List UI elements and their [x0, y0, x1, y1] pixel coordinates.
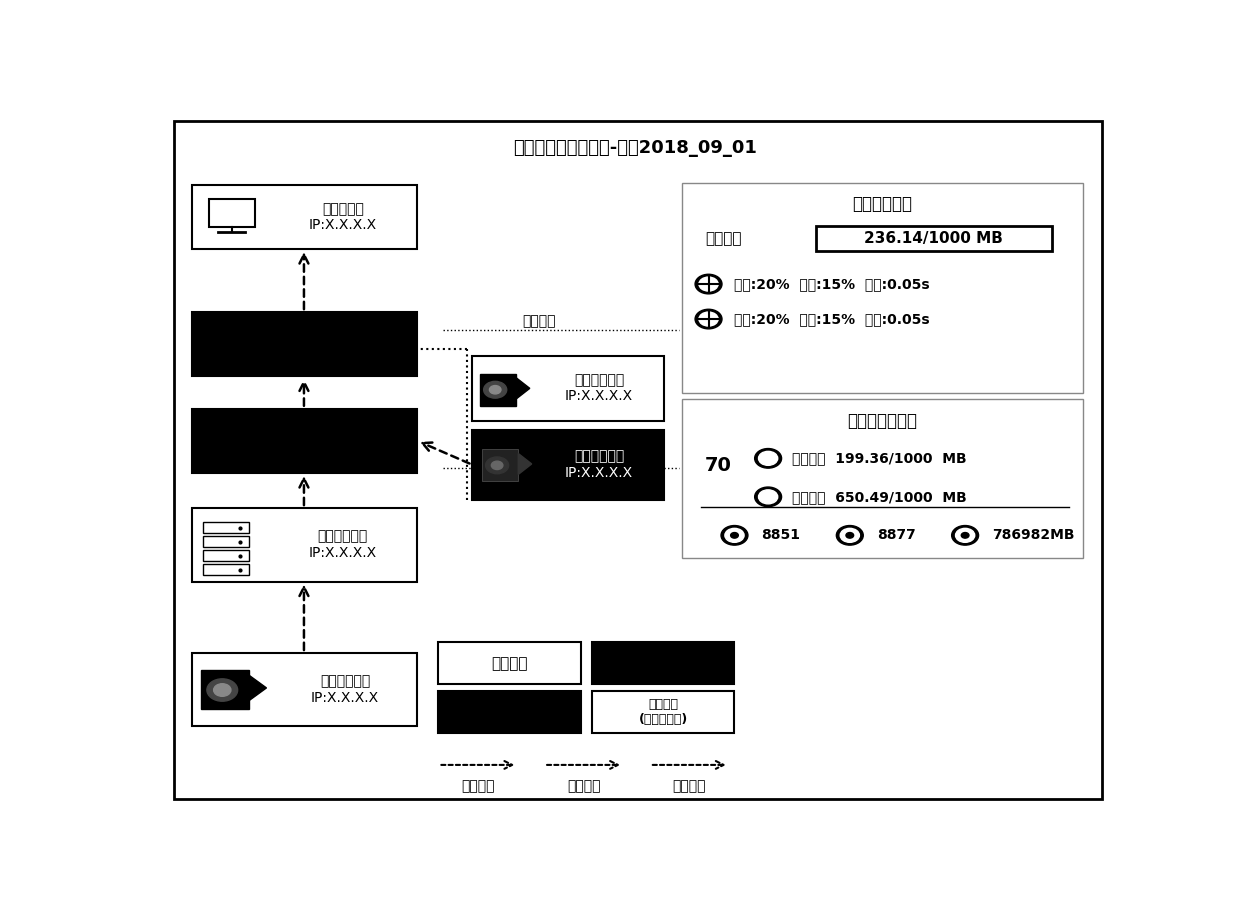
Text: 业务监测与诊断视图-监控2018_09_01: 业务监测与诊断视图-监控2018_09_01 [513, 138, 758, 156]
FancyBboxPatch shape [203, 536, 249, 546]
Circle shape [720, 525, 748, 545]
Circle shape [961, 533, 968, 538]
Circle shape [730, 533, 738, 538]
FancyBboxPatch shape [593, 643, 734, 684]
Circle shape [207, 679, 238, 701]
FancyBboxPatch shape [682, 399, 1084, 558]
FancyBboxPatch shape [191, 185, 418, 249]
Circle shape [213, 684, 231, 696]
FancyBboxPatch shape [191, 409, 418, 473]
Text: 8851: 8851 [761, 528, 800, 543]
Text: 抖动:20%  丢包:15%  时延:0.05s: 抖动:20% 丢包:15% 时延:0.05s [734, 277, 930, 291]
Text: 链路拥塞: 链路拥塞 [567, 779, 600, 793]
Circle shape [486, 457, 508, 474]
Text: 媒体流转链路: 媒体流转链路 [852, 195, 913, 213]
Text: 链路中断: 链路中断 [672, 779, 706, 793]
Circle shape [841, 528, 859, 543]
FancyBboxPatch shape [191, 653, 418, 726]
Text: 236.14/1000 MB: 236.14/1000 MB [864, 231, 1003, 246]
FancyBboxPatch shape [593, 692, 734, 734]
Text: 可用带宽: 可用带宽 [706, 231, 743, 246]
Circle shape [725, 528, 744, 543]
Circle shape [759, 490, 777, 504]
Circle shape [956, 528, 975, 543]
Text: 市公司摄像头
IP:X.X.X.X: 市公司摄像头 IP:X.X.X.X [311, 674, 379, 704]
Text: 鼠标浮动: 鼠标浮动 [522, 315, 557, 328]
Text: 监控管理员
IP:X.X.X.X: 监控管理员 IP:X.X.X.X [309, 202, 377, 232]
FancyBboxPatch shape [203, 522, 249, 533]
Text: 市公司服务器
IP:X.X.X.X: 市公司服务器 IP:X.X.X.X [309, 530, 377, 560]
FancyBboxPatch shape [439, 643, 580, 684]
FancyBboxPatch shape [191, 508, 418, 582]
FancyBboxPatch shape [191, 312, 418, 376]
Circle shape [759, 452, 777, 465]
Circle shape [484, 382, 507, 398]
Circle shape [951, 525, 978, 545]
FancyBboxPatch shape [201, 671, 249, 709]
Circle shape [696, 309, 722, 329]
Text: 状态正常: 状态正常 [491, 656, 528, 671]
Polygon shape [518, 454, 532, 474]
Circle shape [755, 487, 781, 506]
Circle shape [699, 312, 718, 326]
FancyBboxPatch shape [203, 564, 249, 574]
Text: 省公司摄像头
IP:X.X.X.X: 省公司摄像头 IP:X.X.X.X [565, 374, 634, 404]
FancyBboxPatch shape [203, 550, 249, 561]
Circle shape [699, 277, 718, 291]
FancyBboxPatch shape [682, 183, 1084, 393]
FancyBboxPatch shape [481, 449, 518, 482]
FancyBboxPatch shape [439, 692, 580, 734]
FancyBboxPatch shape [480, 374, 516, 405]
Text: 中心与交换信息: 中心与交换信息 [847, 413, 918, 430]
Circle shape [491, 461, 503, 470]
Text: 省公司摄像头
IP:X.X.X.X: 省公司摄像头 IP:X.X.X.X [565, 450, 634, 480]
Text: 设备失连
(断电、损坏): 设备失连 (断电、损坏) [639, 698, 688, 726]
Text: 出口带宽  650.49/1000  MB: 出口带宽 650.49/1000 MB [792, 490, 967, 504]
Text: 786982MB: 786982MB [992, 528, 1075, 543]
Text: 鼠标浮动: 鼠标浮动 [522, 479, 557, 493]
Circle shape [836, 525, 863, 545]
FancyBboxPatch shape [472, 356, 665, 421]
Circle shape [696, 275, 722, 294]
Circle shape [490, 385, 501, 394]
Text: 70: 70 [704, 455, 732, 474]
Text: 抖动:20%  丢包:15%  时延:0.05s: 抖动:20% 丢包:15% 时延:0.05s [734, 312, 930, 326]
Text: 8877: 8877 [877, 528, 915, 543]
Polygon shape [516, 378, 529, 399]
Circle shape [755, 448, 781, 468]
FancyBboxPatch shape [816, 226, 1052, 251]
Circle shape [846, 533, 853, 538]
Text: 入口带宽  199.36/1000  MB: 入口带宽 199.36/1000 MB [792, 452, 967, 465]
FancyBboxPatch shape [208, 199, 255, 226]
Polygon shape [249, 675, 267, 701]
FancyBboxPatch shape [174, 121, 1101, 798]
FancyBboxPatch shape [472, 430, 665, 500]
Text: 链路正常: 链路正常 [461, 779, 495, 793]
